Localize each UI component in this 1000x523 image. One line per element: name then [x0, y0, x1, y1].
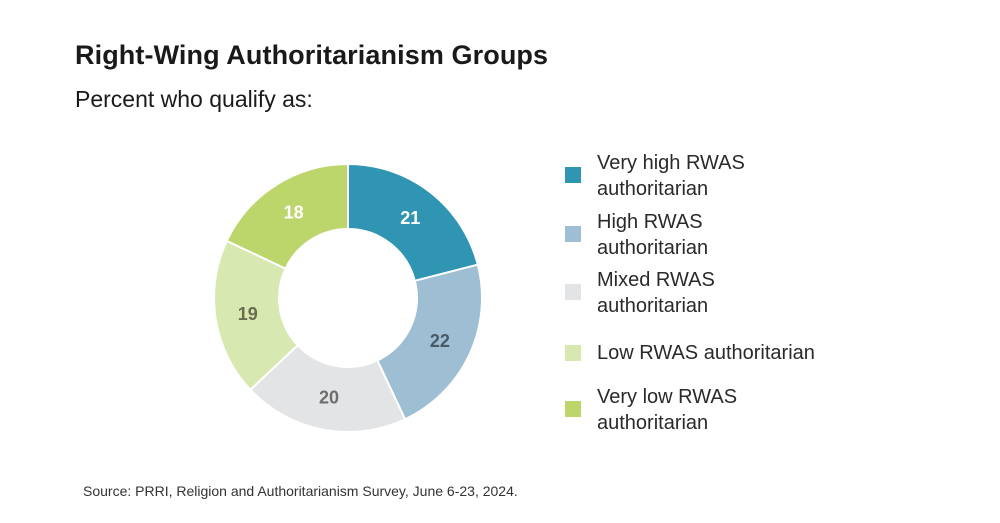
legend-item-very-high: Very high RWAS authoritarian — [565, 150, 867, 202]
legend-item-very-low: Very low RWAS authoritarian — [565, 384, 867, 436]
legend-label-high-line-2: authoritarian — [597, 237, 709, 259]
legend-item-high: High RWAS authoritarian — [565, 209, 867, 261]
data-label-very-low: 18 — [284, 202, 304, 222]
legend-label-high: High RWAS authoritarian — [597, 209, 867, 261]
donut-slice-very-high — [347, 162, 480, 283]
data-label-mixed: 20 — [319, 388, 339, 408]
donut-slice-very-low — [225, 162, 349, 270]
legend-label-very-low-line-2: authoritarian — [597, 412, 709, 434]
legend-label-very-low: Very low RWAS authoritarian — [597, 384, 867, 436]
legend-label-mixed: Mixed RWAS authoritarian — [597, 267, 867, 319]
legend-label-low-line-1: Low RWAS authoritarian — [597, 342, 815, 364]
data-label-very-high: 21 — [400, 208, 420, 228]
data-label-low: 19 — [238, 304, 258, 324]
chart-title: Right-Wing Authoritarianism Groups — [75, 40, 549, 70]
legend-swatch-low — [565, 345, 581, 361]
legend-swatch-high — [565, 226, 581, 242]
legend-label-mixed-line-2: authoritarian — [597, 295, 709, 317]
legend-item-mixed: Mixed RWAS authoritarian — [565, 267, 867, 319]
data-label-high: 22 — [430, 331, 450, 351]
legend-label-very-high: Very high RWAS authoritarian — [597, 150, 867, 202]
legend-swatch-very-high — [565, 167, 581, 183]
source-note: Source: PRRI, Religion and Authoritarian… — [83, 483, 518, 499]
legend-swatch-mixed — [565, 284, 581, 300]
legend-label-very-low-line-1: Very low RWAS — [597, 386, 738, 408]
chart-subtitle: Percent who qualify as: — [75, 86, 313, 112]
legend-label-mixed-line-1: Mixed RWAS — [597, 269, 715, 291]
donut-slice-low — [213, 239, 300, 392]
legend-label-high-line-1: High RWAS — [597, 211, 703, 233]
legend-label-very-high-line-2: authoritarian — [597, 178, 709, 200]
donut-slice-mixed — [248, 343, 407, 433]
legend-swatch-very-low — [565, 401, 581, 417]
legend-item-low: Low RWAS authoritarian — [565, 325, 867, 366]
legend-label-low: Low RWAS authoritarian — [597, 325, 867, 366]
donut-slice-high — [376, 263, 483, 421]
legend-label-very-high-line-1: Very high RWAS — [597, 152, 745, 174]
